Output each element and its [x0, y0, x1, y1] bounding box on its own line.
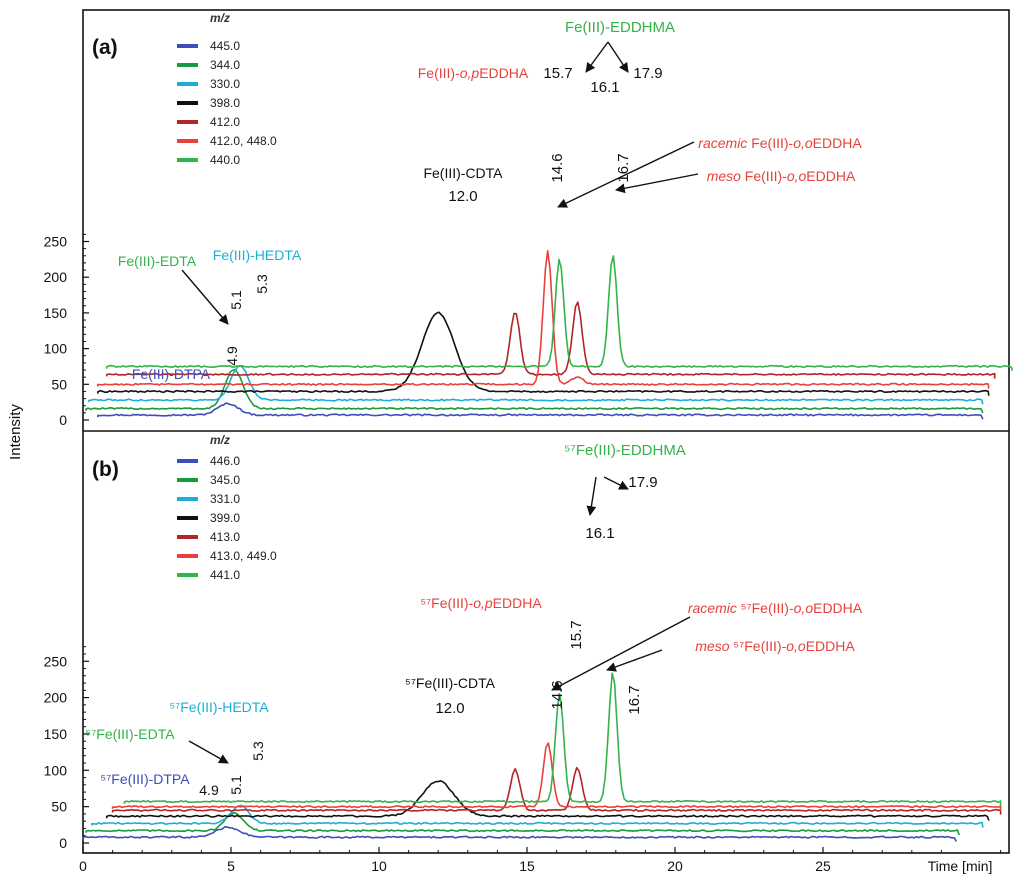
- annotation-label: 15.7: [543, 65, 572, 82]
- series-line-412-0-448-0: [97, 250, 990, 389]
- legend-label: 445.0: [210, 39, 240, 53]
- annotation-label: ⁵⁷Fe(III)-EDTA: [85, 726, 175, 742]
- series-line-413-0-449-0: [111, 742, 1002, 811]
- legend-label: 440.0: [210, 153, 240, 167]
- annotation-arrow: [606, 649, 663, 672]
- panel-a: 0 50 100 150 200 250 (a) m/z 445.0 344.0 330.0 398.…: [44, 11, 1013, 428]
- annotation-label: meso Fe(III)-o,oEDDHA: [707, 168, 856, 184]
- legend-title: m/z: [210, 11, 230, 25]
- legend-label: 413.0: [210, 530, 240, 544]
- annotation-label: 16.7: [626, 685, 643, 714]
- annotation-arrow: [188, 740, 229, 764]
- x-tick-label: 10: [371, 858, 387, 874]
- panel-label: (a): [92, 36, 118, 59]
- legend-label: 412.0, 448.0: [210, 134, 277, 148]
- x-tick-label: 15: [519, 858, 535, 874]
- x-axis-title: Time [min]: [928, 858, 993, 874]
- legend-label: 344.0: [210, 58, 240, 72]
- x-tick-label: 0: [79, 858, 87, 874]
- annotation-label: 4.9: [224, 346, 240, 366]
- annotation-label: Fe(III)-DTPA: [132, 366, 211, 382]
- series-line-412-0: [105, 301, 996, 379]
- y-tick-label: 150: [44, 305, 68, 321]
- y-tick-label: 0: [59, 835, 67, 851]
- annotation-label: 5.3: [254, 274, 270, 294]
- y-tick-label: 0: [59, 412, 67, 428]
- annotation-label: 17.9: [628, 474, 657, 491]
- y-tick-label: 250: [44, 653, 68, 669]
- annotation-label: ⁵⁷Fe(III)-HEDTA: [169, 699, 269, 715]
- annotation-arrow: [603, 476, 629, 490]
- panel-b: 0 50 100 150 200 250 (b) m/z 446.0 345.0 331.0 399.…: [44, 433, 1002, 851]
- y-tick-label: 200: [44, 269, 68, 285]
- x-tick-label: 20: [667, 858, 683, 874]
- annotation-arrow: [181, 269, 229, 325]
- annotation-arrow: [585, 41, 609, 73]
- annotation-arrow: [615, 173, 699, 194]
- series-line-399-0: [105, 780, 990, 821]
- annotation-label: ⁵⁷Fe(III)-CDTA: [405, 675, 496, 691]
- legend-label: 446.0: [210, 454, 240, 468]
- y-tick-label: 100: [44, 341, 68, 357]
- annotation-label: Fe(III)-HEDTA: [213, 247, 302, 263]
- y-tick-label: 200: [44, 690, 68, 706]
- annotation-label: 16.7: [615, 153, 632, 182]
- annotation-label: 17.9: [633, 65, 662, 82]
- y-tick-label: 150: [44, 726, 68, 742]
- annotation-label: 12.0: [435, 700, 464, 717]
- legend-label: 345.0: [210, 473, 240, 487]
- y-tick-label: 50: [51, 376, 67, 392]
- annotation-arrow: [557, 141, 695, 208]
- annotation-label: meso ⁵⁷Fe(III)-o,oEDDHA: [695, 638, 855, 654]
- annotation-label: 5.1: [228, 775, 244, 795]
- series-line-440-0: [105, 255, 1013, 371]
- annotation-label: 14.6: [549, 680, 566, 709]
- annotation-label: ⁵⁷Fe(III)-DTPA: [100, 771, 190, 787]
- annotation-label: ⁵⁷Fe(III)-o,pEDDHA: [420, 595, 542, 611]
- annotation-arrow: [551, 616, 691, 691]
- x-tick-label: 25: [815, 858, 831, 874]
- annotation-arrow: [607, 41, 629, 73]
- legend-label: 331.0: [210, 492, 240, 506]
- series-line-398-0: [97, 311, 990, 396]
- annotation-label: ⁵⁷Fe(III)-EDDHMA: [564, 442, 686, 459]
- annotation-label: 15.7: [568, 620, 585, 649]
- series-line-441-0: [123, 672, 1002, 806]
- annotation-label: Fe(III)-o,pEDDHA: [418, 65, 529, 81]
- series-line-330-0: [88, 365, 984, 405]
- legend-label: 398.0: [210, 96, 240, 110]
- series-line-413-0: [111, 766, 1002, 815]
- annotation-label: 5.1: [228, 290, 244, 310]
- x-tick-label: 5: [227, 858, 235, 874]
- y-tick-label: 100: [44, 762, 68, 778]
- series-line-446-0: [82, 825, 957, 842]
- y-axis-title: Intensity: [7, 404, 24, 460]
- annotation-label: 12.0: [448, 188, 477, 205]
- panel-label: (b): [92, 458, 119, 481]
- annotation-label: 4.9: [199, 782, 219, 798]
- annotation-label: 16.1: [590, 79, 619, 96]
- legend-title: m/z: [210, 433, 230, 447]
- annotation-label: 16.1: [585, 525, 614, 542]
- legend-label: 441.0: [210, 568, 240, 582]
- y-tick-label: 250: [44, 234, 68, 250]
- series-line-344-0: [85, 368, 984, 414]
- y-tick-label: 50: [51, 799, 67, 815]
- annotation-label: 14.6: [549, 153, 566, 182]
- legend-label: 412.0: [210, 115, 240, 129]
- annotation-label: 5.3: [250, 741, 266, 761]
- annotation-label: racemic ⁵⁷Fe(III)-o,oEDDHA: [688, 600, 863, 616]
- series-line-445-0: [97, 402, 984, 420]
- legend-label: 413.0, 449.0: [210, 549, 277, 563]
- legend-label: 330.0: [210, 77, 240, 91]
- legend-label: 399.0: [210, 511, 240, 525]
- annotation-label: Fe(III)-EDTA: [118, 253, 197, 269]
- annotation-arrow: [586, 476, 597, 516]
- annotation-label: Fe(III)-EDDHMA: [565, 19, 675, 36]
- annotation-label: racemic Fe(III)-o,oEDDHA: [698, 135, 862, 151]
- annotation-label: Fe(III)-CDTA: [423, 165, 503, 181]
